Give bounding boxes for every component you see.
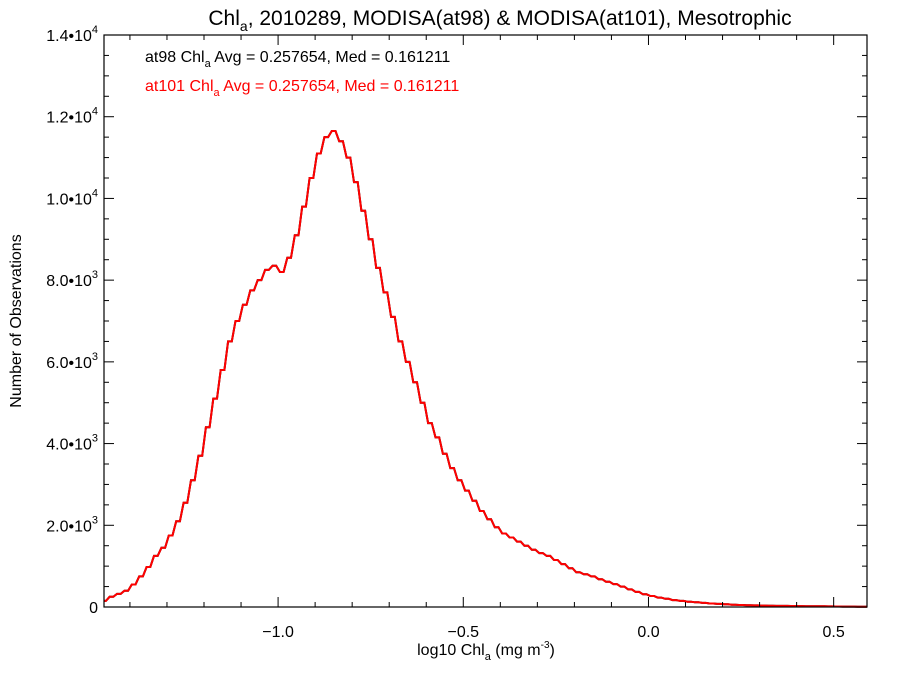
annotation-at101: at101 Chla Avg = 0.257654, Med = 0.16121…	[145, 78, 459, 99]
y-tick-label: 2.0•103	[46, 514, 98, 535]
histogram-line-at101	[104, 130, 867, 608]
plot-frame	[103, 34, 868, 608]
histogram-line-at98	[104, 130, 867, 608]
x-axis-label: log10 Chla (mg m-3)	[417, 640, 555, 663]
x-tick-label: −0.5	[447, 624, 479, 641]
chart-title: Chla, 2010289, MODISA(at98) & MODISA(at1…	[208, 7, 791, 34]
y-axis-label: Number of Observations	[8, 234, 25, 407]
y-tick-label: 0	[89, 600, 98, 617]
x-axis: −1.0 −0.5 0.0 0.5	[129, 35, 845, 641]
y-axis: 0 2.0•103 4.0•103 6.0•103 8.0•103 1.0•104 1.2•…	[46, 24, 867, 617]
y-tick-label: 1.2•104	[46, 106, 98, 127]
x-tick-label: −1.0	[262, 624, 294, 641]
annotation-at98: at98 Chla Avg = 0.257654, Med = 0.161211	[145, 49, 450, 70]
y-tick-label: 1.0•104	[46, 187, 98, 208]
plot-area	[104, 130, 867, 608]
x-tick-label: 0.5	[823, 624, 845, 641]
y-tick-label: 6.0•103	[46, 351, 98, 372]
x-tick-label: 0.0	[637, 624, 659, 641]
y-tick-label: 8.0•103	[46, 269, 98, 290]
y-tick-label: 1.4•104	[46, 24, 98, 45]
y-tick-label: 4.0•103	[46, 433, 98, 454]
